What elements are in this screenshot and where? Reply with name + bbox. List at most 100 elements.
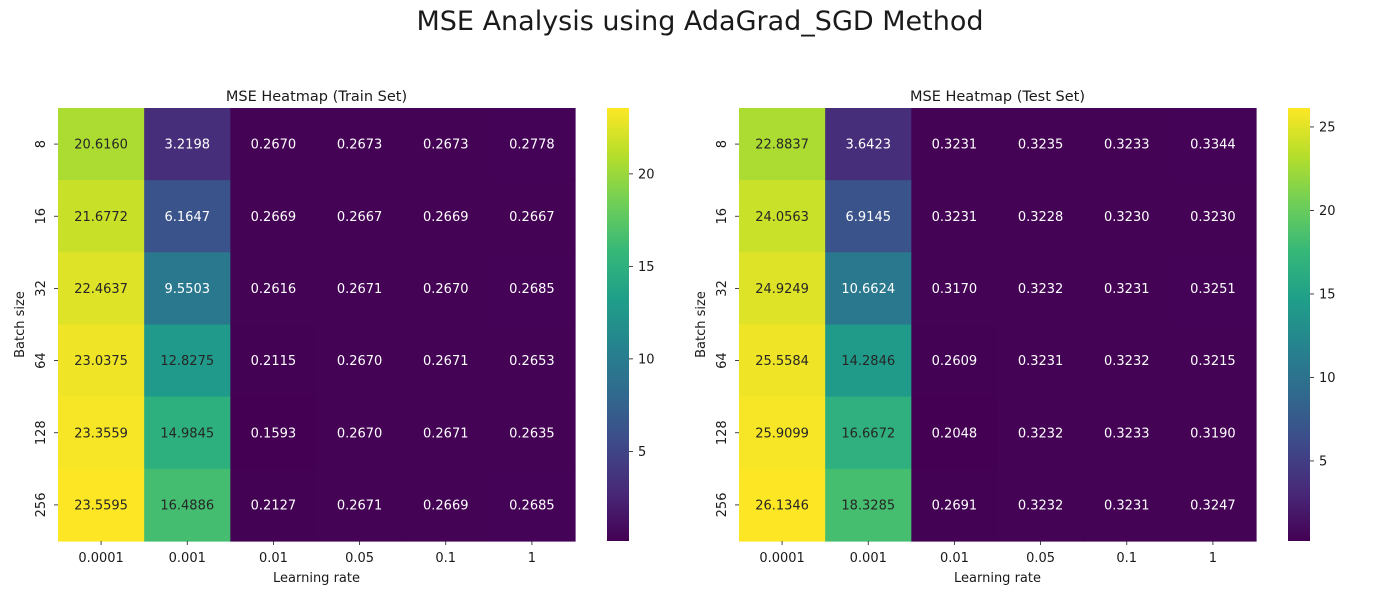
heatmap-cell [144, 396, 231, 470]
heatmap-cell [402, 108, 490, 181]
x-axis-label: Learning rate [273, 571, 360, 586]
y-tick-label: 64 [715, 352, 730, 369]
y-tick-label: 256 [715, 493, 730, 518]
heatmap-cell [316, 324, 404, 398]
heatmap-cell [739, 468, 826, 542]
colorbar [1288, 108, 1310, 541]
cell-value-label: 22.4637 [74, 282, 128, 297]
cell-value-label: 14.9845 [160, 426, 214, 441]
cell-value-label: 0.3232 [1018, 498, 1064, 513]
heatmap-cell [230, 180, 318, 253]
cell-value-label: 0.2671 [423, 354, 469, 369]
cell-value-label: 0.2667 [337, 210, 383, 225]
x-tick-label: 0.01 [259, 551, 288, 566]
heatmap-cell [997, 396, 1085, 470]
cell-value-label: 0.2670 [337, 426, 383, 441]
cell-value-label: 0.3232 [1018, 282, 1064, 297]
heatmap-cell [144, 324, 231, 398]
heatmap-cell [1169, 468, 1257, 542]
cell-value-label: 0.2670 [251, 138, 297, 153]
cell-value-label: 23.5595 [74, 498, 128, 513]
cell-value-label: 0.3247 [1190, 498, 1236, 513]
heatmap-cell [911, 324, 999, 398]
x-axis-label: Learning rate [954, 571, 1041, 586]
heatmap-cell [1083, 468, 1171, 542]
heatmap-cell [911, 180, 999, 253]
heatmap-cell [402, 180, 490, 253]
x-tick-label: 1 [528, 551, 536, 566]
cell-value-label: 24.0563 [755, 210, 809, 225]
x-tick-label: 0.001 [169, 551, 206, 566]
heatmap-cell [825, 180, 912, 253]
heatmap-cell [911, 108, 999, 181]
heatmap-cell [58, 108, 145, 181]
cell-value-label: 0.2115 [251, 354, 297, 369]
cell-value-label: 0.2635 [509, 426, 555, 441]
cell-value-label: 0.3215 [1190, 354, 1236, 369]
colorbar-tick-label: 10 [1319, 371, 1336, 386]
cell-value-label: 16.6672 [841, 426, 895, 441]
cell-value-label: 0.3231 [932, 138, 978, 153]
cell-value-label: 0.2671 [337, 282, 383, 297]
heatmap-cell [997, 108, 1085, 181]
heatmap-cell [739, 396, 826, 470]
heatmap-cell [825, 252, 912, 326]
y-tick-label: 16 [34, 208, 49, 225]
colorbar-tick-label: 20 [638, 167, 655, 182]
cell-value-label: 25.5584 [755, 354, 809, 369]
heatmap-cell [739, 180, 826, 253]
heatmap-cell [825, 108, 912, 181]
heatmap-cell [488, 324, 576, 398]
cell-value-label: 0.2616 [251, 282, 297, 297]
x-tick-label: 1 [1209, 551, 1217, 566]
cell-value-label: 0.3232 [1104, 354, 1150, 369]
y-axis-label: Batch size [13, 291, 28, 358]
cell-value-label: 0.2685 [509, 282, 555, 297]
cell-value-label: 22.8837 [755, 138, 809, 153]
heatmap-cell [316, 396, 404, 470]
cell-value-label: 0.3231 [932, 210, 978, 225]
cell-value-label: 18.3285 [841, 498, 895, 513]
cell-value-label: 16.4886 [160, 498, 214, 513]
y-tick-label: 128 [34, 420, 49, 445]
cell-value-label: 0.2669 [423, 210, 469, 225]
heatmap-cell [488, 396, 576, 470]
heatmap-cell [911, 396, 999, 470]
cell-value-label: 0.2671 [337, 498, 383, 513]
y-axis-label: Batch size [694, 291, 709, 358]
colorbar-tick-label: 10 [638, 352, 655, 367]
y-tick-label: 8 [715, 140, 730, 148]
heatmap-cell [1083, 108, 1171, 181]
heatmap-cell [58, 252, 145, 326]
heatmap-title: MSE Heatmap (Train Set) [226, 89, 407, 105]
heatmap-cell [144, 252, 231, 326]
heatmap-cell [402, 252, 490, 326]
x-tick-label: 0.0001 [78, 551, 124, 566]
cell-value-label: 14.2846 [841, 354, 895, 369]
colorbar-tick-label: 15 [1319, 287, 1336, 302]
heatmap-cell [825, 396, 912, 470]
cell-value-label: 0.2667 [509, 210, 555, 225]
heatmap-cell [825, 324, 912, 398]
cell-value-label: 0.3230 [1104, 210, 1150, 225]
heatmap-cell [58, 468, 145, 542]
heatmap-cell [316, 468, 404, 542]
cell-value-label: 0.2778 [509, 138, 555, 153]
heatmap-cell [144, 108, 231, 181]
cell-value-label: 0.2127 [251, 498, 297, 513]
cell-value-label: 0.3233 [1104, 138, 1150, 153]
cell-value-label: 9.5503 [165, 282, 211, 297]
heatmap-cell [1169, 252, 1257, 326]
heatmap-cell [402, 324, 490, 398]
x-tick-label: 0.1 [435, 551, 456, 566]
heatmap-cell [739, 324, 826, 398]
y-tick-label: 8 [34, 140, 49, 148]
cell-value-label: 6.1647 [165, 210, 211, 225]
cell-value-label: 0.2669 [251, 210, 297, 225]
cell-value-label: 0.3190 [1190, 426, 1236, 441]
heatmap-cell [997, 324, 1085, 398]
cell-value-label: 25.9099 [755, 426, 809, 441]
colorbar [607, 108, 629, 541]
cell-value-label: 0.3235 [1018, 138, 1064, 153]
heatmap-cell [58, 396, 145, 470]
